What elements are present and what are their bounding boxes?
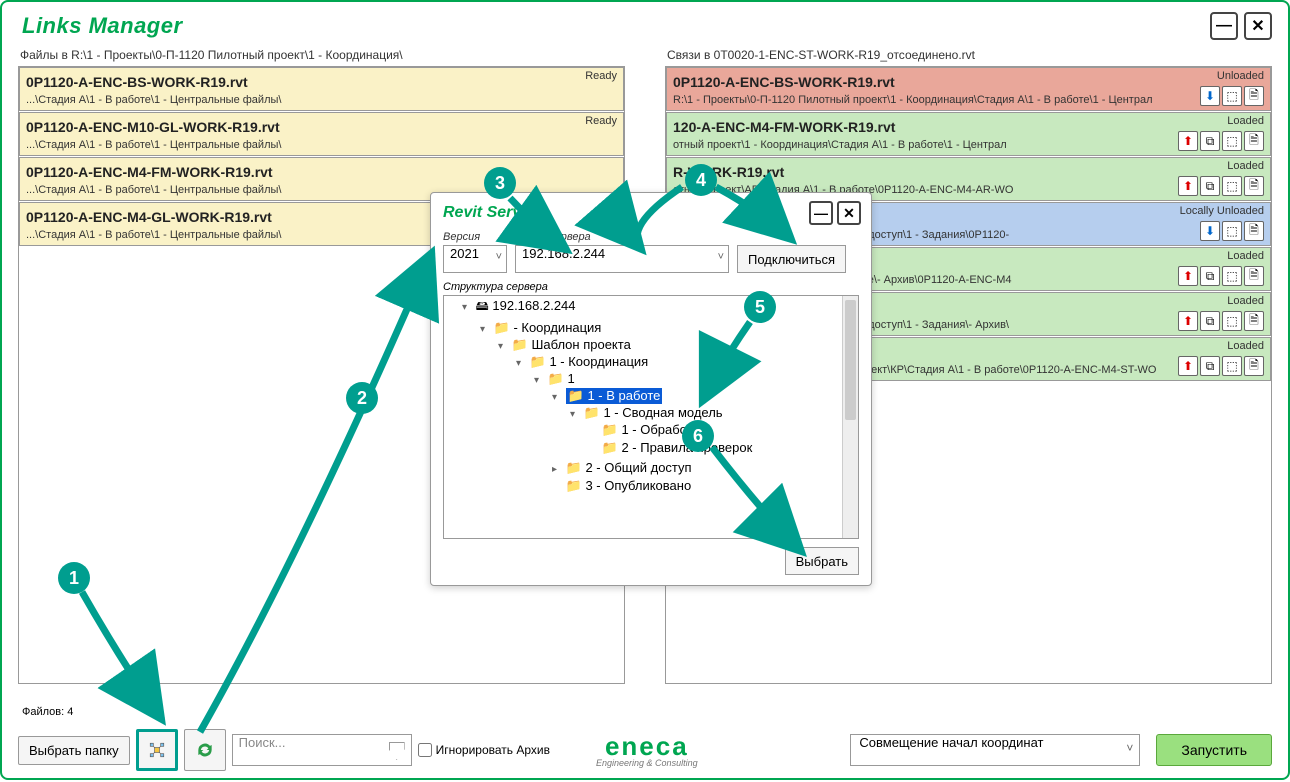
tree-node[interactable]: 1 - Сводная модель [603, 405, 722, 420]
tree-node[interactable]: 3 - Опубликовано [585, 478, 691, 493]
tree-root[interactable]: 192.168.2.244 [492, 298, 575, 313]
page-icon[interactable]: 🗎 [1244, 266, 1264, 286]
copy-icon[interactable]: ⧉ [1200, 176, 1220, 196]
link-status: Loaded [1227, 115, 1264, 127]
choose-folder-button[interactable]: Выбрать папку [18, 736, 130, 765]
callout-4: 4 [685, 164, 717, 196]
left-panel-label: Файлы в R:\1 - Проекты\0-П-1120 Пилотный… [18, 44, 625, 66]
callout-3: 3 [484, 167, 516, 199]
cube-icon[interactable]: ⬚ [1222, 221, 1242, 241]
page-icon[interactable]: 🗎 [1244, 176, 1264, 196]
file-status: Ready [585, 70, 617, 82]
copy-icon[interactable]: ⧉ [1200, 311, 1220, 331]
revit-server-dialog: Revit Server — ✕ Версия 2021 Адрес серве… [430, 192, 872, 586]
cube-icon[interactable]: ⬚ [1222, 176, 1242, 196]
link-status: Loaded [1227, 295, 1264, 307]
copy-icon[interactable]: ⧉ [1200, 266, 1220, 286]
upload-icon[interactable]: ⬆ [1178, 176, 1198, 196]
upload-icon[interactable]: ⬆ [1178, 311, 1198, 331]
callout-2: 2 [346, 382, 378, 414]
link-row[interactable]: Loaded 120-A-ENC-M4-FM-WORK-R19.rvt ⬆⧉⬚🗎… [666, 112, 1271, 156]
right-panel-label: Связи в 0T0020-1-ENC-ST-WORK-R19_отсоеди… [665, 44, 1272, 66]
logo: eneca Engineering & Consulting [596, 733, 698, 768]
upload-icon[interactable]: ⬆ [1178, 266, 1198, 286]
placement-select[interactable]: Совмещение начал координат [850, 734, 1140, 766]
callout-5: 5 [744, 291, 776, 323]
file-status: Ready [585, 115, 617, 127]
connect-button[interactable]: Подключиться [737, 245, 846, 273]
link-status: Loaded [1227, 250, 1264, 262]
tree-node[interactable]: 2 - Общий доступ [585, 460, 691, 475]
select-button[interactable]: Выбрать [785, 547, 859, 575]
link-path: R:\1 - Проекты\0-П-1120 Пилотный проект\… [673, 94, 1264, 106]
dialog-close-button[interactable]: ✕ [837, 201, 861, 225]
tree-node[interactable]: 1 - Координация [549, 354, 648, 369]
dialog-minimize-button[interactable]: — [809, 201, 833, 225]
copy-icon[interactable]: ⧉ [1200, 131, 1220, 151]
link-row[interactable]: Unloaded 0P1120-A-ENC-BS-WORK-R19.rvt ⬇⬚… [666, 67, 1271, 111]
link-name: 120-A-ENC-M4-FM-WORK-R19.rvt [673, 117, 1264, 139]
file-name: 0P1120-A-ENC-M4-FM-WORK-R19.rvt [26, 162, 617, 184]
upload-icon[interactable]: ⬆ [1178, 131, 1198, 151]
file-name: 0P1120-A-ENC-M10-GL-WORK-R19.rvt [26, 117, 617, 139]
link-status: Loaded [1227, 160, 1264, 172]
copy-icon[interactable]: ⧉ [1200, 356, 1220, 376]
run-button[interactable]: Запустить [1156, 734, 1272, 766]
cube-icon[interactable]: ⬚ [1222, 266, 1242, 286]
logo-name: eneca [596, 733, 698, 759]
callout-1: 1 [58, 562, 90, 594]
address-select[interactable]: 192.168.2.244 [515, 245, 729, 273]
tree-scrollbar[interactable] [842, 296, 858, 538]
version-select[interactable]: 2021 [443, 245, 507, 273]
dialog-title: Revit Server [443, 204, 536, 222]
file-row[interactable]: Ready 0P1120-A-ENC-BS-WORK-R19.rvt ...\С… [19, 67, 624, 111]
link-name: R-WORK-R19.rvt [673, 162, 1264, 184]
tree-node[interactable]: - Координация [513, 320, 601, 335]
download-icon[interactable]: ⬇ [1200, 86, 1220, 106]
page-icon[interactable]: 🗎 [1244, 311, 1264, 331]
cube-icon[interactable]: ⬚ [1222, 311, 1242, 331]
link-path: отный проект\1 - Координация\Стадия А\1 … [673, 139, 1264, 151]
refresh-icon [195, 738, 215, 762]
cube-icon[interactable]: ⬚ [1222, 131, 1242, 151]
app-title: Links Manager [22, 13, 183, 39]
structure-label: Структура сервера [431, 279, 871, 295]
file-row[interactable]: Ready 0P1120-A-ENC-M10-GL-WORK-R19.rvt .… [19, 112, 624, 156]
server-tree[interactable]: ▾ 🖴 192.168.2.244 ▾ 📁 - Координация ▾ 📁 … [443, 295, 859, 539]
upload-icon[interactable]: ⬆ [1178, 356, 1198, 376]
link-status: Unloaded [1217, 70, 1264, 82]
page-icon[interactable]: 🗎 [1244, 131, 1264, 151]
revit-server-button[interactable] [136, 729, 178, 771]
version-label: Версия [443, 231, 507, 243]
link-name: 0P1120-A-ENC-BS-WORK-R19.rvt [673, 72, 1264, 94]
file-path: ...\Стадия А\1 - В работе\1 - Центральны… [26, 94, 617, 106]
close-button[interactable]: ✕ [1244, 12, 1272, 40]
logo-subtitle: Engineering & Consulting [596, 759, 698, 768]
page-icon[interactable]: 🗎 [1244, 86, 1264, 106]
tree-node-selected[interactable]: 1 - В работе [587, 388, 660, 403]
callout-6: 6 [682, 420, 714, 452]
search-input[interactable]: Поиск... [232, 734, 412, 766]
refresh-button[interactable] [184, 729, 226, 771]
ignore-archive-checkbox[interactable]: Игнорировать Архив [418, 743, 550, 757]
minimize-button[interactable]: — [1210, 12, 1238, 40]
link-status: Loaded [1227, 340, 1264, 352]
tree-node[interactable]: Шаблон проекта [531, 337, 630, 352]
cube-icon[interactable]: ⬚ [1222, 86, 1242, 106]
ignore-archive-label: Игнорировать Архив [436, 743, 550, 757]
link-status: Locally Unloaded [1180, 205, 1264, 217]
server-icon [149, 737, 165, 763]
address-label: Адрес сервера [515, 231, 729, 243]
download-icon[interactable]: ⬇ [1200, 221, 1220, 241]
cube-icon[interactable]: ⬚ [1222, 356, 1242, 376]
page-icon[interactable]: 🗎 [1244, 221, 1264, 241]
file-path: ...\Стадия А\1 - В работе\1 - Центральны… [26, 139, 617, 151]
file-name: 0P1120-A-ENC-BS-WORK-R19.rvt [26, 72, 617, 94]
tree-node[interactable]: 1 [567, 371, 574, 386]
page-icon[interactable]: 🗎 [1244, 356, 1264, 376]
file-count-label: Файлов: 4 [22, 706, 73, 718]
